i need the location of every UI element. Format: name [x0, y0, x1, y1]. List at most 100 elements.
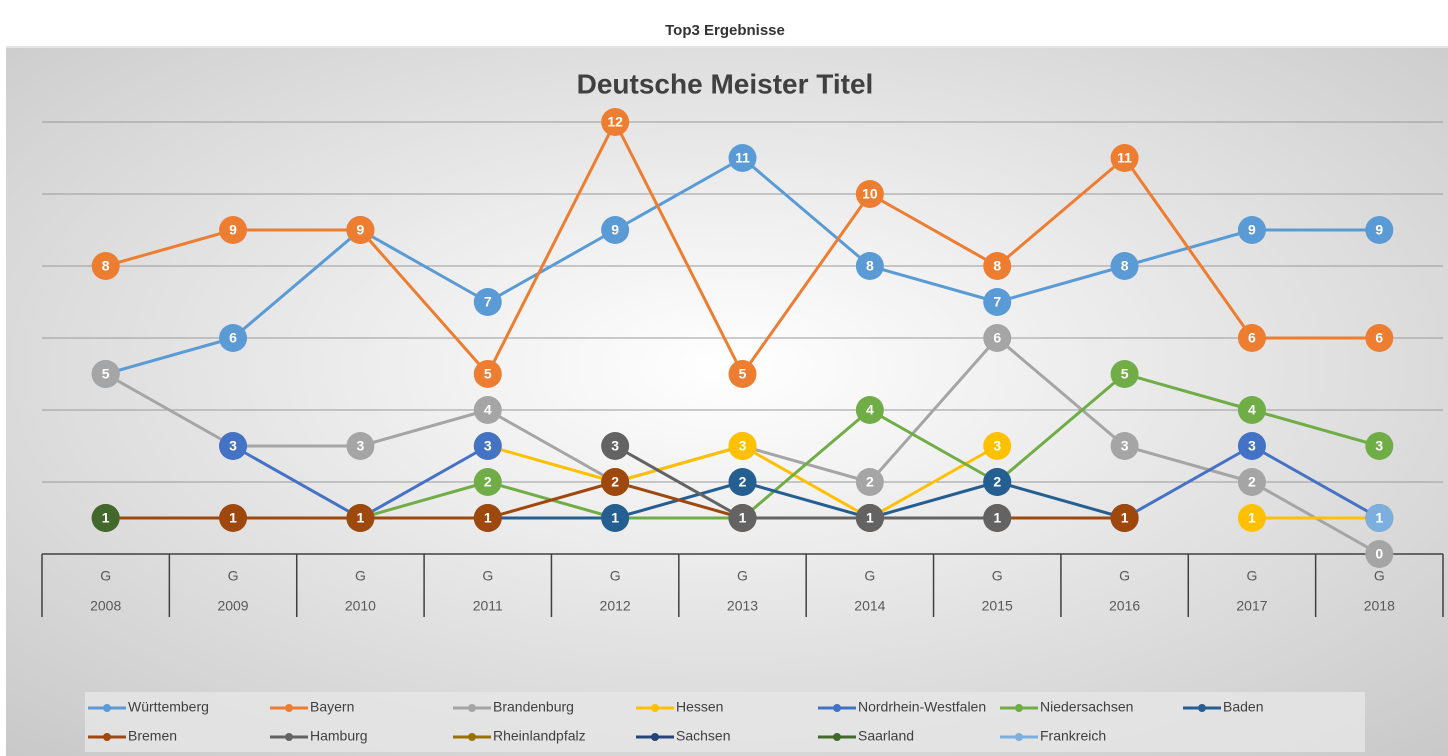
data-label: 9	[611, 222, 619, 238]
x-tick-label: 2009	[217, 598, 248, 614]
header-title: Top3 Ergebnisse	[665, 22, 785, 39]
legend-marker	[833, 733, 841, 741]
data-point	[346, 432, 375, 460]
x-tick-label: 2010	[345, 598, 376, 614]
data-label: 8	[993, 258, 1001, 274]
data-point	[473, 504, 502, 532]
data-point	[983, 324, 1012, 352]
legend-label: Sachsen	[676, 728, 730, 744]
chart-background	[6, 48, 1448, 756]
legend-marker	[285, 704, 293, 712]
data-label: 4	[866, 402, 874, 418]
data-point	[473, 468, 502, 496]
data-point	[91, 360, 120, 388]
x-subcategory-label: G	[1247, 568, 1258, 584]
data-point	[728, 468, 757, 496]
legend-marker	[1015, 733, 1023, 741]
data-point	[1237, 504, 1266, 532]
data-label: 3	[229, 438, 237, 454]
data-point	[1237, 396, 1266, 424]
data-label: 2	[993, 474, 1001, 490]
data-label: 3	[1121, 438, 1129, 454]
legend-label: Württemberg	[128, 699, 209, 715]
data-label: 4	[484, 402, 492, 418]
data-label: 10	[862, 186, 878, 202]
data-label: 2	[484, 474, 492, 490]
data-label: 5	[739, 366, 747, 382]
data-point	[1237, 324, 1266, 352]
data-label: 12	[607, 114, 623, 130]
x-tick-label: 2018	[1364, 598, 1395, 614]
x-subcategory-label: G	[1119, 568, 1130, 584]
legend-label: Niedersachsen	[1040, 699, 1133, 715]
x-tick-label: 2012	[600, 598, 631, 614]
x-subcategory-label: G	[355, 568, 366, 584]
data-point	[1365, 324, 1394, 352]
data-point	[1365, 432, 1394, 460]
data-point	[728, 360, 757, 388]
legend-marker	[103, 733, 111, 741]
data-point	[855, 396, 884, 424]
data-label: 1	[229, 510, 237, 526]
data-point	[219, 324, 248, 352]
legend-label: Baden	[1223, 699, 1263, 715]
data-point	[1237, 468, 1266, 496]
data-label: 8	[1121, 258, 1129, 274]
data-point	[983, 252, 1012, 280]
x-tick-label: 2014	[854, 598, 885, 614]
chart-title: Deutsche Meister Titel	[577, 68, 874, 99]
data-label: 1	[357, 510, 365, 526]
data-label: 9	[1375, 222, 1383, 238]
x-tick-label: 2011	[473, 598, 503, 614]
legend-label: Saarland	[858, 728, 914, 744]
data-label: 9	[229, 222, 237, 238]
legend-marker	[103, 704, 111, 712]
data-point	[91, 504, 120, 532]
data-point	[728, 504, 757, 532]
data-label: 3	[1375, 438, 1383, 454]
data-label: 11	[735, 150, 750, 166]
data-point	[473, 432, 502, 460]
legend-marker	[1015, 704, 1023, 712]
data-point	[1110, 144, 1139, 172]
legend-marker	[833, 704, 841, 712]
data-point	[91, 252, 120, 280]
data-point	[1110, 360, 1139, 388]
legend-marker	[651, 733, 659, 741]
data-label: 8	[866, 258, 874, 274]
legend-marker	[468, 733, 476, 741]
data-point	[1237, 432, 1266, 460]
data-point	[1365, 504, 1394, 532]
x-subcategory-label: G	[864, 568, 875, 584]
data-point	[1237, 216, 1266, 244]
data-label: 3	[357, 438, 365, 454]
data-label: 9	[357, 222, 365, 238]
data-label: 5	[102, 366, 110, 382]
data-label: 7	[484, 294, 492, 310]
x-subcategory-label: G	[100, 568, 111, 584]
data-label: 5	[484, 366, 492, 382]
data-label: 1	[1248, 510, 1256, 526]
legend-marker	[1198, 704, 1206, 712]
data-label: 6	[1375, 330, 1383, 346]
data-label: 3	[611, 438, 619, 454]
data-point	[601, 468, 630, 496]
data-point	[219, 216, 248, 244]
legend-marker	[651, 704, 659, 712]
data-point	[219, 432, 248, 460]
x-subcategory-label: G	[610, 568, 621, 584]
data-point	[601, 432, 630, 460]
data-point	[346, 504, 375, 532]
data-point	[601, 108, 630, 136]
data-label: 2	[1248, 474, 1256, 490]
legend-label: Nordrhein-Westfalen	[858, 699, 986, 715]
legend-label: Bremen	[128, 728, 177, 744]
data-label: 8	[102, 258, 110, 274]
data-point	[473, 360, 502, 388]
data-label: 1	[1121, 510, 1129, 526]
data-point	[1110, 432, 1139, 460]
data-point	[346, 216, 375, 244]
data-label: 7	[993, 294, 1001, 310]
data-point	[728, 144, 757, 172]
x-subcategory-label: G	[228, 568, 239, 584]
